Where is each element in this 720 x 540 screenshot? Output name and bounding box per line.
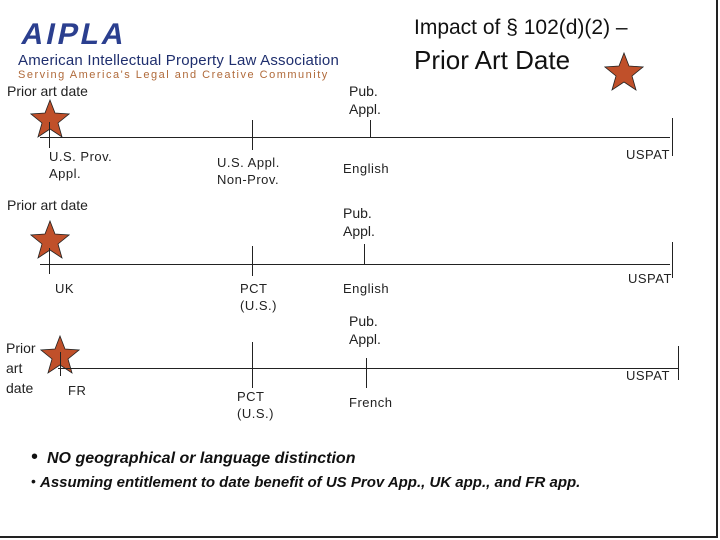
tick-pub-2 (364, 244, 365, 264)
pub-appl-label-3: Pub. Appl. (349, 313, 381, 347)
tick-uspat-2 (672, 242, 673, 278)
timeline-axis-3 (58, 368, 678, 369)
logo-org-name: American Intellectual Property Law Assoc… (18, 52, 340, 69)
bullet-dot-2: • (31, 473, 36, 489)
bullet-dot-1: • (31, 446, 39, 468)
event-filing-3: PCT (U.S.) (237, 389, 274, 421)
prior-art-star-icon-2 (30, 220, 70, 259)
event-uspat-2: USPAT (628, 271, 672, 286)
tick-pub-3 (366, 358, 367, 388)
tick-filing-2 (252, 246, 253, 276)
event-origin-3: FR (68, 383, 87, 398)
event-language-3: French (349, 395, 393, 410)
tick-origin-3 (60, 352, 61, 376)
bullet-1: NO geographical or language distinction (47, 450, 356, 467)
tick-origin-1 (49, 122, 50, 148)
tick-filing-1 (252, 120, 253, 150)
pub-appl-label-1: Pub. Appl. (349, 83, 381, 117)
aipla-logo: AIPLA (18, 18, 131, 51)
prior-art-label-2: Prior art date (7, 197, 88, 213)
event-uspat-1: USPAT (626, 147, 670, 162)
event-origin-2: UK (55, 281, 75, 296)
timeline-axis-2 (40, 264, 670, 265)
event-origin-1: U.S. Prov. Appl. (49, 149, 113, 181)
event-language-2: English (343, 281, 390, 296)
pub-appl-label-2: Pub. Appl. (343, 205, 375, 239)
bullet-2: Assuming entitlement to date benefit of … (40, 474, 581, 491)
event-filing-2: PCT (U.S.) (240, 281, 277, 313)
tick-uspat-3 (678, 346, 679, 380)
event-uspat-3: USPAT (626, 368, 670, 383)
event-filing-1: U.S. Appl. Non-Prov. (217, 155, 280, 187)
event-language-1: English (343, 161, 390, 176)
prior-art-label-1: Prior art date (7, 83, 88, 99)
tick-uspat-1 (672, 118, 673, 156)
tick-filing-3 (252, 342, 253, 388)
prior-art-label-3: Prior art date (6, 340, 36, 396)
logo-tagline: Serving America's Legal and Creative Com… (18, 69, 329, 81)
prior-art-star-icon-1 (30, 99, 70, 138)
tick-origin-2 (49, 248, 50, 274)
title-line-2: Prior Art Date (414, 45, 571, 75)
title-star-icon (604, 52, 644, 91)
timeline-axis-1 (40, 137, 670, 138)
title-line-1: Impact of § 102(d)(2) – (414, 16, 628, 39)
tick-pub-1 (370, 120, 371, 138)
